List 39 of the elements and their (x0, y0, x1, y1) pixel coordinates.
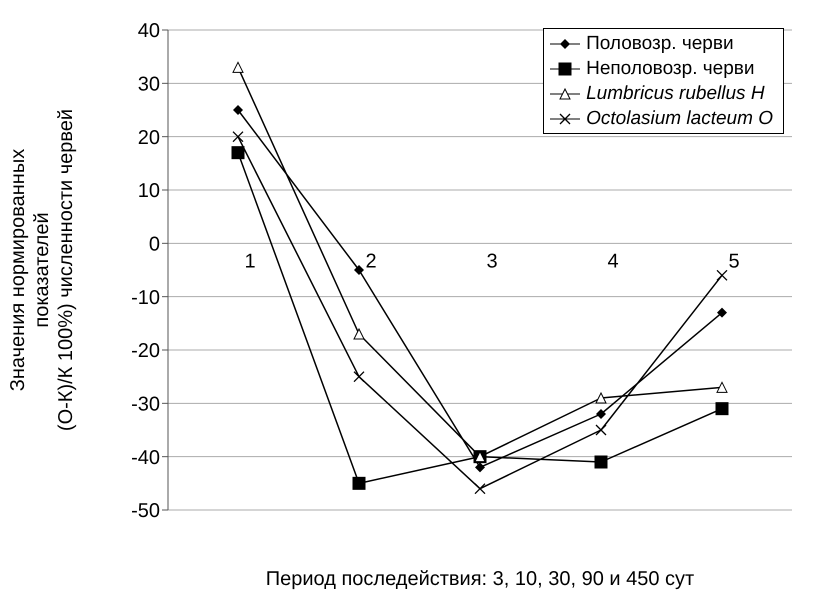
point (474, 483, 486, 494)
legend-label: Lumbricus rubellus H (586, 82, 765, 106)
y-tick-label: -40 (131, 446, 160, 469)
x-tick-label: 5 (728, 250, 740, 272)
y-tick-label: -30 (131, 393, 160, 416)
y-tick-label: 10 (138, 180, 160, 202)
legend-label: Половозр. черви (586, 32, 734, 56)
y-tick-label: -20 (131, 340, 160, 362)
y-tick-label: -10 (131, 286, 160, 309)
y-tick-label: 30 (138, 73, 160, 96)
x-tick-label: 1 (244, 250, 256, 272)
point (717, 308, 727, 318)
point (716, 402, 728, 416)
legend-label: Octolasium lacteum O (586, 107, 773, 131)
x-tick-label: 2 (365, 250, 377, 272)
y-tick-label: 40 (138, 20, 160, 42)
point (232, 62, 244, 73)
point (716, 270, 728, 281)
point (352, 476, 366, 490)
point (354, 265, 364, 275)
legend-label: Неполовозр. черви (586, 57, 754, 81)
point (716, 382, 728, 393)
point (596, 409, 606, 419)
point (354, 328, 364, 340)
point (475, 462, 485, 472)
y-tick-label: -50 (131, 500, 160, 522)
point (595, 424, 607, 436)
y-tick-label: 0 (148, 233, 160, 256)
point (232, 131, 244, 142)
point (353, 371, 365, 382)
point (233, 105, 243, 115)
x-axis-title: Период последействия: 3, 10, 30, 90 и 450 сут (266, 568, 694, 590)
y-axis-title: Значения нормированных показателей (О-К)/К 100%) численности червей (7, 108, 77, 432)
x-tick-label: 4 (607, 250, 619, 272)
point (232, 146, 244, 160)
point (594, 456, 608, 468)
point (596, 392, 606, 404)
x-tick-label: 3 (486, 250, 498, 272)
y-tick-label: 20 (138, 126, 160, 149)
